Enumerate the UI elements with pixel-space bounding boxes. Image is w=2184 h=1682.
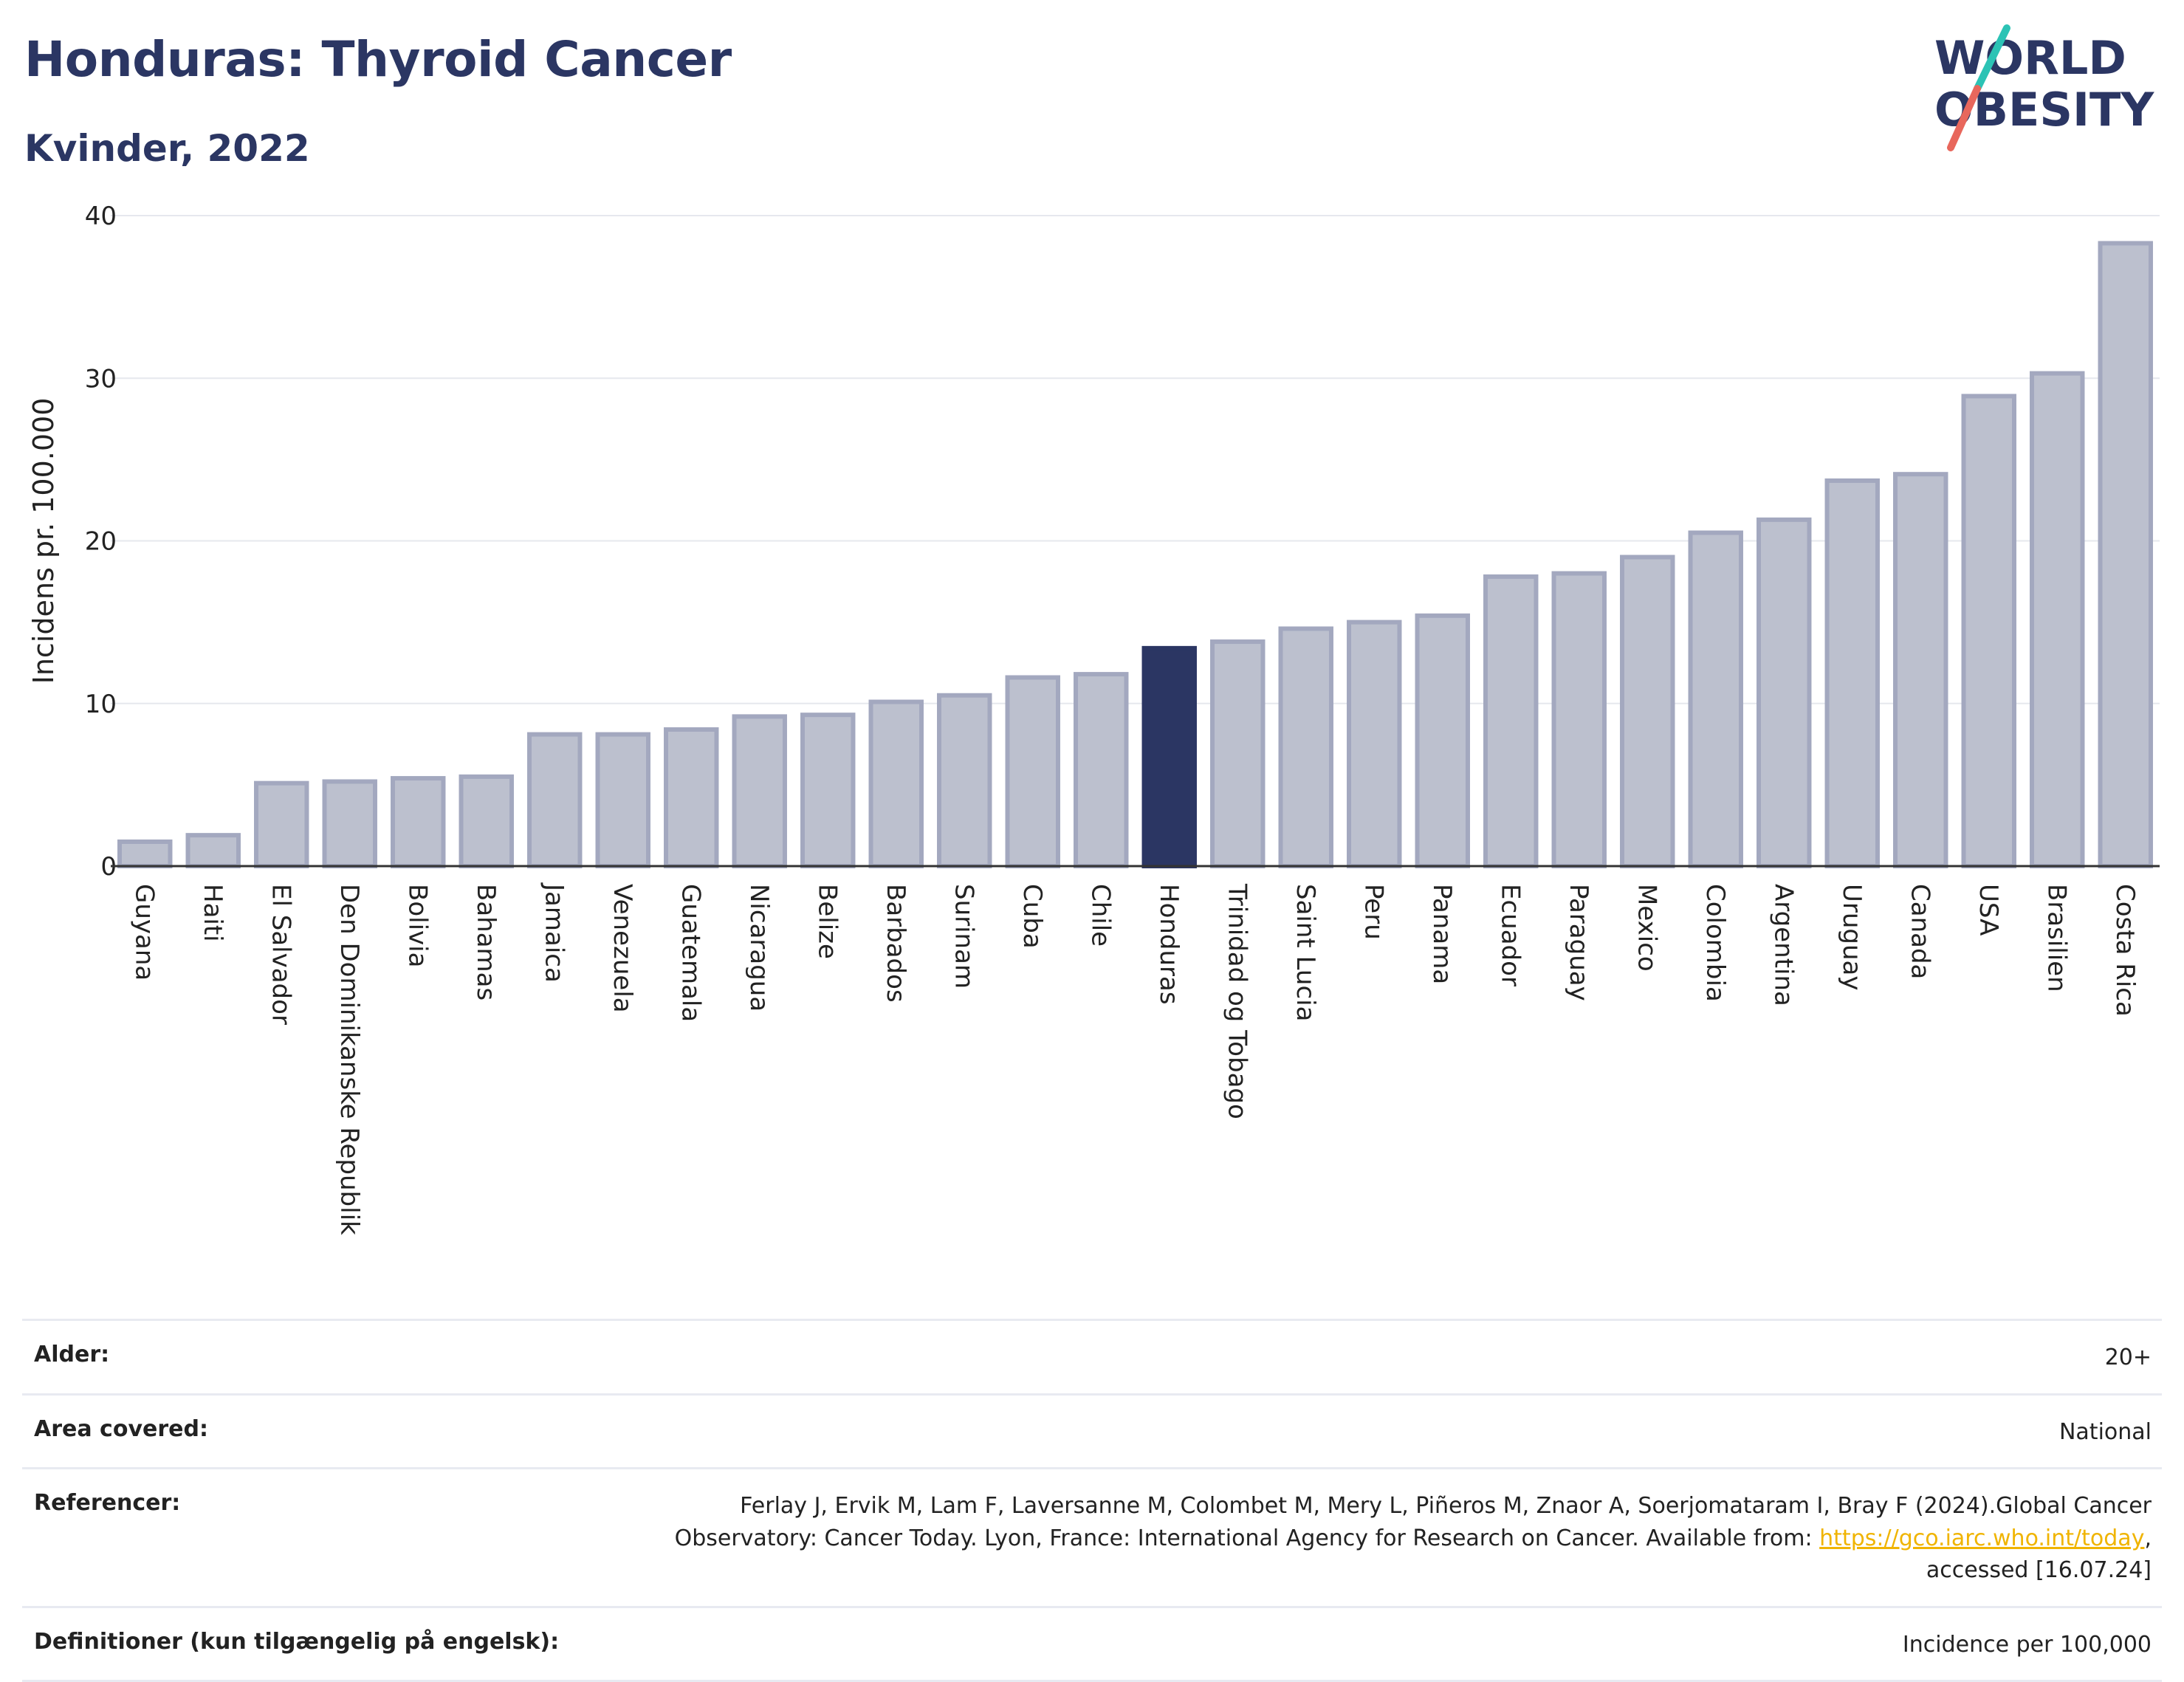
x-tick-label: Bahamas bbox=[471, 884, 501, 1000]
x-tick-label: Surinam bbox=[949, 884, 978, 989]
x-tick-label: Guatemala bbox=[676, 884, 705, 1022]
reference-link[interactable]: https://gco.iarc.who.int/today bbox=[1819, 1525, 2144, 1551]
bar bbox=[188, 835, 238, 866]
metadata-table: Alder: 20+ Area covered: National Refere… bbox=[22, 1319, 2162, 1682]
bar bbox=[1486, 577, 1536, 866]
x-tick-label: Peru bbox=[1359, 884, 1388, 940]
bar bbox=[1349, 622, 1399, 866]
x-tick-label: Paraguay bbox=[1564, 884, 1593, 1001]
x-tick-label: El Salvador bbox=[266, 884, 295, 1025]
x-tick-label: Jamaica bbox=[539, 882, 569, 983]
meta-row-definitions: Definitioner (kun tilgængelig på engelsk… bbox=[22, 1606, 2162, 1682]
meta-row-age: Alder: 20+ bbox=[22, 1319, 2162, 1393]
bar bbox=[1144, 648, 1195, 866]
x-tick-label: USA bbox=[1974, 884, 2003, 936]
x-tick-label: Nicaragua bbox=[744, 884, 774, 1012]
x-tick-label: Saint Lucia bbox=[1291, 884, 1320, 1021]
x-tick-label: Venezuela bbox=[608, 884, 637, 1013]
bar bbox=[1895, 474, 1946, 866]
bar bbox=[1759, 520, 1809, 866]
bar bbox=[529, 735, 580, 866]
bar bbox=[325, 781, 375, 866]
bar bbox=[1076, 674, 1126, 866]
bar bbox=[2032, 374, 2082, 866]
bar bbox=[256, 783, 306, 866]
bar bbox=[666, 730, 716, 866]
bar bbox=[1827, 481, 1878, 866]
y-tick-label: 40 bbox=[85, 202, 117, 231]
x-tick-label: Trinidad og Tobago bbox=[1222, 883, 1251, 1119]
bar bbox=[1212, 642, 1263, 866]
meta-value: National bbox=[2059, 1416, 2152, 1449]
x-tick-label: Brasilien bbox=[2042, 884, 2071, 992]
x-tick-label: Cuba bbox=[1017, 884, 1047, 949]
x-tick-label: Haiti bbox=[198, 884, 227, 942]
x-tick-label: Uruguay bbox=[1837, 884, 1867, 991]
bar bbox=[1418, 616, 1468, 866]
x-tick-label: Ecuador bbox=[1495, 884, 1525, 986]
x-tick-label: Guyana bbox=[129, 884, 159, 981]
x-tick-label: Chile bbox=[1085, 884, 1115, 947]
bar bbox=[1691, 532, 1741, 866]
x-tick-label: Den Dominikanske Republik bbox=[334, 884, 364, 1235]
bar bbox=[939, 696, 989, 866]
meta-value: 20+ bbox=[2105, 1342, 2152, 1374]
x-tick-label: Canada bbox=[1905, 884, 1934, 979]
x-tick-label: Panama bbox=[1427, 884, 1457, 984]
bar bbox=[1622, 557, 1672, 866]
y-axis-title: Incidens pr. 100.000 bbox=[27, 398, 60, 684]
bar bbox=[735, 716, 785, 866]
y-tick-label: 30 bbox=[85, 364, 117, 394]
x-tick-label: Colombia bbox=[1700, 884, 1730, 1002]
x-tick-label: Mexico bbox=[1632, 884, 1661, 972]
x-tick-label: Bolivia bbox=[402, 884, 432, 967]
bar bbox=[1964, 396, 2014, 866]
meta-label: Alder: bbox=[34, 1342, 109, 1367]
y-tick-label: 10 bbox=[85, 690, 117, 719]
bar bbox=[871, 702, 921, 866]
meta-row-area: Area covered: National bbox=[22, 1393, 2162, 1468]
bar bbox=[598, 735, 648, 866]
bar bbox=[120, 842, 170, 866]
bar bbox=[1008, 678, 1058, 866]
meta-row-references: Referencer: Ferlay J, Ervik M, Lam F, La… bbox=[22, 1467, 2162, 1606]
bar bbox=[1281, 628, 1331, 866]
x-tick-label: Argentina bbox=[1768, 884, 1798, 1006]
bar bbox=[393, 778, 443, 866]
meta-label: Referencer: bbox=[34, 1490, 180, 1516]
bar bbox=[461, 777, 512, 866]
bar bbox=[803, 715, 853, 866]
y-tick-label: 20 bbox=[85, 527, 117, 557]
meta-value: Incidence per 100,000 bbox=[1903, 1629, 2152, 1661]
meta-value: Ferlay J, Ervik M, Lam F, Laversanne M, … bbox=[601, 1490, 2152, 1587]
x-tick-label: Honduras bbox=[1154, 884, 1184, 1005]
bar bbox=[1554, 574, 1604, 866]
x-tick-label: Costa Rica bbox=[2110, 884, 2140, 1017]
meta-label: Area covered: bbox=[34, 1416, 208, 1442]
x-tick-label: Barbados bbox=[881, 884, 910, 1003]
bar bbox=[2101, 243, 2151, 866]
meta-label: Definitioner (kun tilgængelig på engelsk… bbox=[34, 1629, 559, 1655]
x-tick-label: Belize bbox=[812, 884, 842, 959]
